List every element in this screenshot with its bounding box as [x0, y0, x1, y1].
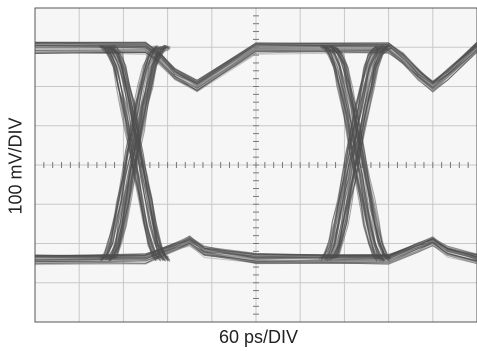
rising-edge-trace: [111, 47, 171, 259]
falling-edge-trace: [99, 46, 157, 262]
falling-edge-trace: [104, 46, 162, 259]
falling-edge-trace: [329, 45, 388, 258]
low-rail-trace: [34, 237, 477, 260]
falling-edge-trace: [107, 46, 166, 261]
falling-edge-trace: [324, 46, 382, 260]
falling-edge-trace: [331, 47, 390, 259]
low-rail-trace: [34, 238, 477, 258]
y-axis-label: 100 mV/DIV: [5, 117, 26, 215]
low-rail-trace: [34, 236, 477, 260]
rising-edge-trace: [108, 46, 166, 261]
falling-edge-trace: [112, 46, 171, 261]
rising-edge-trace: [320, 46, 377, 262]
rising-edge-trace: [329, 44, 388, 262]
falling-edge-trace: [325, 48, 384, 260]
x-axis-label: 60 ps/DIV: [218, 327, 299, 347]
rising-edge-trace: [332, 48, 391, 259]
plot-frame: [34, 7, 477, 323]
rising-edge-trace: [102, 47, 162, 260]
falling-edge-trace: [110, 45, 170, 261]
rising-edge-trace: [110, 46, 168, 260]
eye-traces: [34, 41, 477, 266]
falling-edge-trace: [320, 44, 378, 262]
